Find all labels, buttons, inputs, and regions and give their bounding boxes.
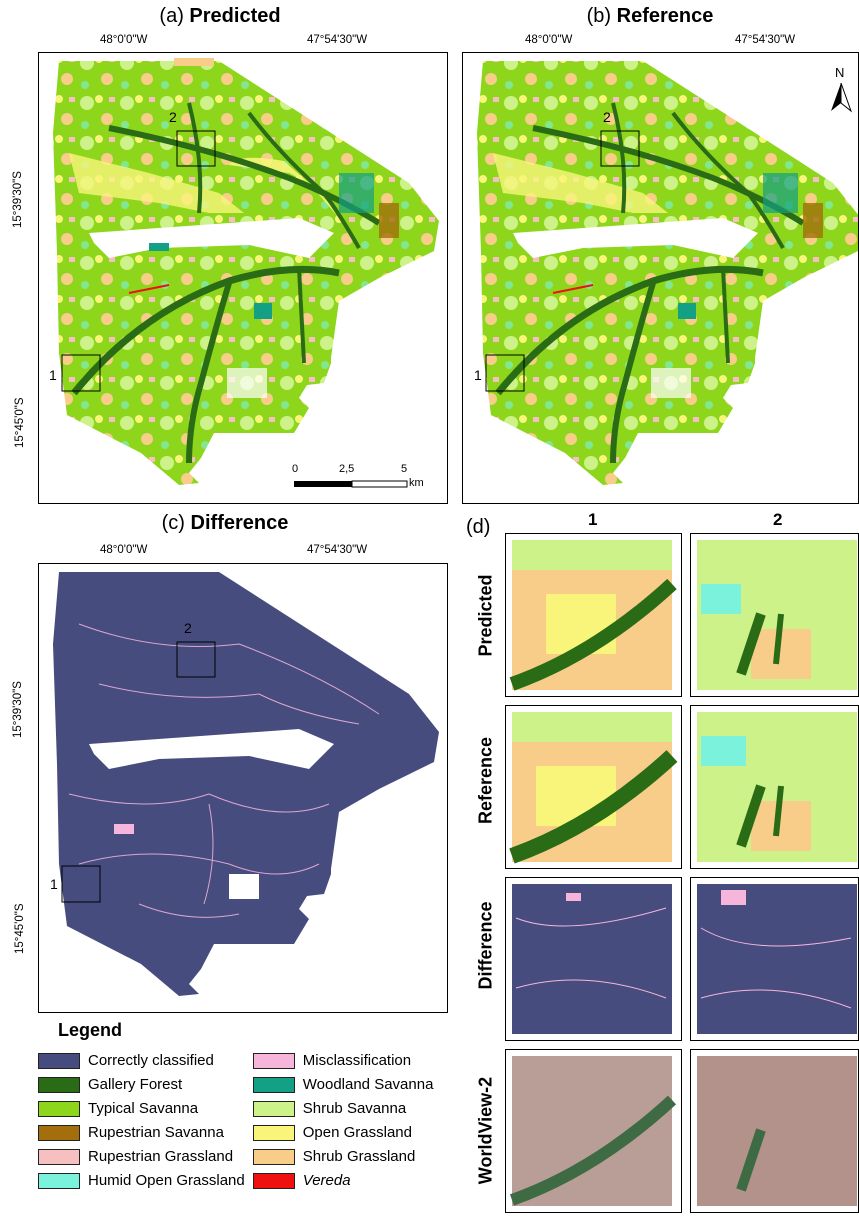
zoom-predicted-1 [505, 533, 682, 697]
panel-c-title: (c) Difference [161, 512, 289, 534]
inset-label-1: 1 [49, 367, 57, 383]
zoom-reference-2 [690, 705, 859, 869]
inset-box-1 [61, 354, 101, 392]
legend: Correctly classified Misclassification Gal… [38, 1052, 458, 1189]
zoom-col-1: 1 [588, 510, 598, 529]
panel-d-title: (d) [466, 516, 491, 538]
legend-swatch [252, 1100, 295, 1117]
lat-label-c1: 15°39'30"S [12, 681, 24, 738]
inset-label-2: 2 [169, 109, 177, 125]
legend-swatch [38, 1124, 80, 1141]
zoom-col-2: 2 [773, 510, 783, 529]
legend-swatch [38, 1148, 80, 1165]
legend-swatch [38, 1172, 80, 1189]
lon-label-b2: 47°54'30"W [735, 34, 796, 46]
legend-item: Shrub Savanna [252, 1100, 458, 1117]
legend-title: Legend [58, 1020, 123, 1040]
legend-item: Open Grassland [252, 1124, 458, 1141]
scalebar-unit: km [409, 477, 424, 489]
predicted-map: 2 1 0 2,5 5 km [38, 52, 448, 504]
legend-label: Shrub Savanna [302, 1100, 407, 1117]
legend-item: Woodland Savanna [252, 1076, 458, 1093]
lon-label-c2: 47°54'30"W [307, 544, 368, 556]
legend-label: Woodland Savanna [302, 1076, 434, 1093]
north-arrow-label: N [835, 65, 845, 80]
legend-label: Typical Savanna [88, 1100, 199, 1117]
zoom-row-predicted: Predicted [475, 574, 496, 657]
panel-a-title: (a) Predicted [159, 5, 281, 27]
reference-map: 2 1 N [462, 52, 859, 504]
lon-label-b1: 48°0'0"W [525, 34, 573, 46]
legend-item: Vereda [252, 1172, 458, 1189]
zoom-worldview-2 [690, 1049, 859, 1213]
zoom-predicted-2 [690, 533, 859, 697]
scalebar-tick-5: 5 [401, 463, 408, 475]
scalebar-tick-0: 0 [292, 463, 299, 475]
inset-label-1-b: 1 [474, 367, 482, 383]
legend-item: Humid Open Grassland [38, 1172, 245, 1189]
inset-label-2-b: 2 [603, 109, 611, 125]
zoom-reference-1 [505, 705, 682, 869]
legend-item: Rupestrian Grassland [38, 1148, 245, 1165]
legend-label: Rupestrian Grassland [88, 1148, 234, 1165]
zoom-row-reference: Reference [475, 736, 496, 825]
legend-swatch [252, 1052, 295, 1069]
lon-label-a1: 48°0'0"W [100, 34, 148, 46]
lon-label-c1: 48°0'0"W [100, 544, 148, 556]
zoom-difference-2 [690, 877, 859, 1041]
legend-label: Vereda [302, 1172, 351, 1189]
difference-map-canvas [53, 572, 439, 996]
lat-label-c2: 15°45'0"S [14, 903, 26, 954]
legend-item: Correctly classified [38, 1052, 245, 1069]
legend-swatch [252, 1076, 295, 1093]
legend-item: Misclassification [252, 1052, 458, 1069]
lon-label-a2: 47°54'30"W [307, 34, 368, 46]
zoom-row-difference: Difference [475, 901, 496, 990]
reference-map-canvas [477, 61, 859, 485]
legend-item: Gallery Forest [38, 1076, 245, 1093]
legend-label: Shrub Grassland [302, 1148, 416, 1165]
legend-label: Gallery Forest [88, 1076, 183, 1093]
legend-label: Open Grassland [302, 1124, 412, 1141]
legend-label: Correctly classified [88, 1052, 214, 1069]
legend-swatch [252, 1172, 295, 1189]
legend-swatch [252, 1124, 295, 1141]
legend-swatch [252, 1148, 295, 1165]
legend-label: Misclassification [302, 1052, 412, 1069]
predicted-map-canvas [53, 58, 439, 488]
legend-item: Typical Savanna [38, 1100, 245, 1117]
difference-map: 2 1 [38, 563, 448, 1013]
legend-label: Humid Open Grassland [88, 1172, 245, 1189]
legend-item: Shrub Grassland [252, 1148, 458, 1165]
scalebar-tick-25: 2,5 [339, 463, 355, 475]
lat-label-a2: 15°45'0"S [14, 397, 26, 448]
panel-b-title: (b) Reference [586, 5, 714, 27]
inset-label-1-c: 1 [50, 876, 58, 892]
legend-label: Rupestrian Savanna [88, 1124, 224, 1141]
lat-label-a1: 15°39'30"S [12, 171, 24, 228]
inset-label-2-c: 2 [184, 620, 192, 636]
legend-swatch [38, 1100, 80, 1117]
zoom-difference-1 [505, 877, 682, 1041]
legend-swatch [38, 1076, 80, 1093]
zoom-worldview-1 [505, 1049, 682, 1213]
inset-box-2 [176, 130, 216, 167]
legend-swatch [38, 1052, 80, 1069]
legend-item: Rupestrian Savanna [38, 1124, 245, 1141]
zoom-row-worldview: WorldView-2 [475, 1076, 496, 1185]
